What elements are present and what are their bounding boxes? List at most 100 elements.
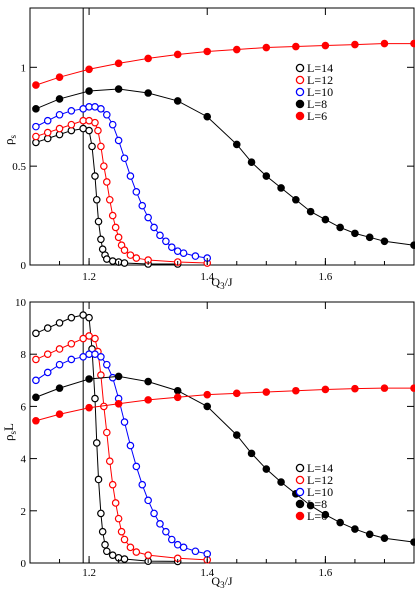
bottom-point-l14 <box>120 555 129 563</box>
top-point-l12 <box>94 126 102 135</box>
bottom-point-l8 <box>55 384 64 392</box>
top-point-l6 <box>55 73 64 81</box>
top-point-l8 <box>85 87 93 95</box>
bottom-point-l6 <box>262 388 271 396</box>
top-point-l6 <box>144 54 152 63</box>
top-point-l6 <box>85 65 93 74</box>
bottom-point-l6 <box>232 389 241 398</box>
bottom-point-l12 <box>103 428 111 437</box>
top-point-l12 <box>67 120 76 129</box>
top-series-line-l6 <box>35 43 414 86</box>
bottom-point-l14 <box>43 324 52 332</box>
bottom-point-l10 <box>67 355 76 364</box>
bottom-point-l8 <box>336 518 344 527</box>
bottom-point-l14 <box>32 329 40 338</box>
top-point-l6 <box>321 41 330 50</box>
top-point-l6 <box>410 39 415 48</box>
bottom-legend-marker-l14 <box>295 463 305 473</box>
bottom-point-l8 <box>144 377 152 386</box>
bottom-point-l10 <box>167 535 176 544</box>
top-legend-label-l6: L=6 <box>307 109 327 123</box>
bottom-point-l10 <box>191 547 200 556</box>
bottom-legend-marker-l8 <box>295 499 305 509</box>
bottom-point-l12 <box>144 551 152 559</box>
bottom-point-l10 <box>55 360 64 369</box>
bottom-legend-label-l12: L=12 <box>307 473 333 487</box>
bottom-y-tick-label: 0 <box>21 558 27 570</box>
top-point-l6 <box>351 40 359 49</box>
bottom-legend-marker-l12 <box>295 475 305 485</box>
top-point-l8 <box>173 97 182 105</box>
top-point-l10 <box>120 154 129 163</box>
bottom-y-tick-label: 8 <box>21 349 27 361</box>
bottom-point-l8 <box>173 386 182 395</box>
bottom-point-l8 <box>232 431 241 439</box>
top-point-l8 <box>203 112 212 121</box>
top-x-axis-label: Q3/J <box>211 275 233 291</box>
bottom-y-axis-label: ρsL <box>1 423 18 441</box>
top-point-l10 <box>97 105 105 113</box>
top-point-l6 <box>380 39 389 48</box>
top-point-l12 <box>108 211 117 220</box>
bottom-legend-marker-l10 <box>295 487 305 497</box>
top-point-l8 <box>144 89 152 97</box>
bottom-point-l12 <box>67 339 76 348</box>
bottom-legend-label-l10: L=10 <box>307 485 333 499</box>
top-point-l14 <box>88 142 96 151</box>
bottom-plot-marks <box>32 302 415 566</box>
bottom-point-l8 <box>114 372 123 381</box>
top-point-l10 <box>167 243 176 252</box>
top-point-l8 <box>351 229 359 238</box>
top-series-line-l14 <box>35 128 178 265</box>
bottom-y-tick-label: 4 <box>21 454 27 466</box>
bottom-point-l10 <box>97 353 105 361</box>
bottom-point-l6 <box>380 384 389 392</box>
bottom-legend: L=14L=12L=10L=8L=6 <box>295 461 333 523</box>
bottom-point-l14 <box>98 527 107 536</box>
top-legend-marker-l8 <box>295 99 305 109</box>
top-y-tick-label: 0.5 <box>12 161 26 173</box>
top-point-l12 <box>126 251 135 259</box>
bottom-point-l10 <box>103 360 111 369</box>
bottom-point-l6 <box>351 384 359 393</box>
top-legend-marker-l12 <box>295 75 305 85</box>
bottom-point-l14 <box>55 319 64 327</box>
top-point-l10 <box>114 136 123 145</box>
bottom-point-l10 <box>32 376 40 385</box>
bottom-point-l12 <box>32 355 40 364</box>
top-point-l10 <box>150 223 158 232</box>
top-point-l10 <box>156 231 164 240</box>
bottom-point-l8 <box>410 538 415 546</box>
top-point-l6 <box>262 43 271 52</box>
bottom-legend-marker-l6 <box>295 511 305 521</box>
top-y-tick-label: 0 <box>21 260 27 272</box>
bottom-point-l14 <box>91 394 99 403</box>
bottom-point-l6 <box>55 410 64 419</box>
top-legend-label-l14: L=14 <box>307 61 333 75</box>
top-y-tick-label: 1 <box>21 62 27 74</box>
top-legend-marker-l14 <box>295 63 305 73</box>
top-point-l14 <box>120 259 129 267</box>
bottom-point-l14 <box>92 439 101 447</box>
bottom-point-l6 <box>144 396 152 404</box>
top-point-l10 <box>55 110 64 119</box>
bottom-point-l6 <box>410 384 415 392</box>
top-point-l6 <box>114 59 123 68</box>
bottom-x-axis-label: Q3/J <box>211 574 233 590</box>
bottom-x-tick-label: 1.4 <box>200 567 214 579</box>
top-point-l10 <box>191 252 200 260</box>
bottom-point-l12 <box>43 350 52 359</box>
top-point-l10 <box>132 188 141 196</box>
top-point-l6 <box>292 42 300 51</box>
bottom-point-l12 <box>114 514 123 523</box>
top-point-l10 <box>108 120 117 129</box>
bottom-x-tick-label: 1.2 <box>82 567 96 579</box>
bottom-point-l8 <box>32 393 40 402</box>
bottom-point-l14 <box>103 547 111 556</box>
bottom-point-l14 <box>101 540 109 549</box>
bottom-point-l12 <box>120 535 129 544</box>
bottom-point-l8 <box>380 534 389 543</box>
top-point-l12 <box>100 162 108 170</box>
bottom-point-l6 <box>114 399 123 408</box>
